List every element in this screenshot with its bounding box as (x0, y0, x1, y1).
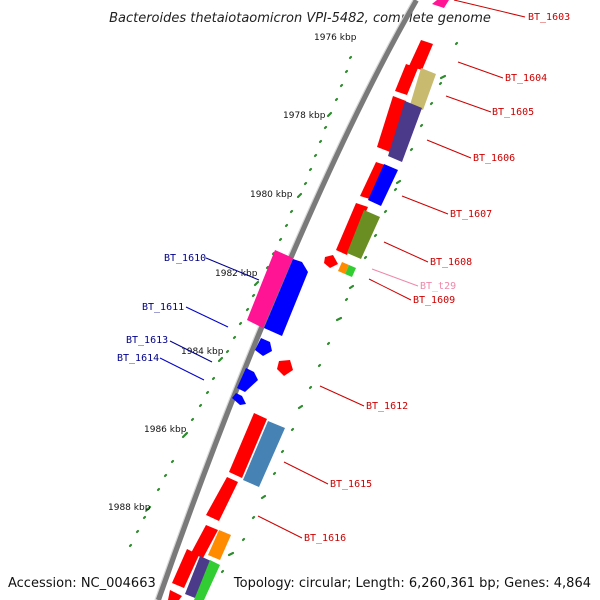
gene-arrow-small[interactable] (237, 368, 258, 392)
forward-strand-genes (168, 0, 449, 600)
map-title: Bacteroides thetaiotaomicron VPI-5482, c… (109, 11, 491, 26)
gene-arrow-small[interactable] (345, 265, 356, 277)
topology-text: Topology: circular; Length: 6,260,361 bp… (233, 576, 591, 591)
kbp-label: 1988 kbp (108, 503, 151, 513)
gene-arrow-small[interactable] (324, 255, 338, 268)
gene-label[interactable]: BT_1613 (126, 335, 168, 346)
kbp-label: 1984 kbp (181, 347, 224, 357)
kbp-labels: 1976 kbp 1978 kbp 1980 kbp 1982 kbp 1984… (108, 33, 357, 513)
kbp-label: 1978 kbp (283, 111, 326, 121)
gene-arrow[interactable] (336, 203, 368, 255)
kbp-label: 1986 kbp (144, 425, 187, 435)
gene-label[interactable]: BT_1610 (164, 253, 206, 264)
label-leader-lines (159, 0, 526, 539)
kbp-label: 1980 kbp (250, 190, 293, 200)
gene-label[interactable]: BT_1614 (117, 353, 159, 364)
gene-arrow-small[interactable] (277, 360, 293, 376)
gene-label[interactable]: BT_1612 (366, 401, 408, 412)
gene-labels: BT_1603 BT_1604 BT_1605 BT_1606 BT_1607 … (117, 12, 570, 544)
gene-label[interactable]: BT_1616 (304, 533, 346, 544)
gene-arrow[interactable] (432, 0, 449, 8)
gene-label[interactable]: BT_1605 (492, 107, 534, 118)
gene-label[interactable]: BT_t29 (420, 281, 456, 292)
gene-arrow[interactable] (395, 64, 418, 95)
gene-label[interactable]: BT_1607 (450, 209, 492, 220)
gene-label[interactable]: BT_1603 (528, 12, 570, 23)
gene-arrow-small[interactable] (232, 393, 246, 405)
coordinate-tick-track-outer (128, 55, 353, 548)
gene-arrow[interactable] (347, 210, 380, 259)
gene-arrow[interactable] (377, 96, 406, 152)
gene-arrow[interactable] (172, 549, 199, 588)
gene-arrow[interactable] (410, 68, 436, 110)
gene-arrow[interactable] (229, 413, 267, 478)
gene-arrow[interactable] (247, 250, 293, 328)
gene-arrow[interactable] (168, 590, 182, 600)
gene-label[interactable]: BT_1611 (142, 302, 184, 313)
gene-arrow[interactable] (368, 164, 398, 206)
gene-label[interactable]: BT_1606 (473, 153, 515, 164)
forward-strand-genes-row2 (185, 68, 436, 600)
gene-label[interactable]: BT_1604 (505, 73, 547, 84)
gene-arrow[interactable] (185, 556, 211, 598)
gene-label[interactable]: BT_1608 (430, 257, 472, 268)
gene-arrow-small[interactable] (255, 338, 272, 356)
coordinate-tick-track-inner (220, 41, 459, 574)
gene-arrow[interactable] (243, 421, 285, 487)
gene-arrow[interactable] (409, 40, 433, 70)
accession-text: Accession: NC_004663 (8, 576, 156, 591)
gene-arrow[interactable] (388, 101, 422, 162)
gene-arrow[interactable] (194, 560, 220, 600)
reverse-strand-genes (232, 250, 308, 405)
gene-arrow-small[interactable] (338, 262, 349, 274)
gene-label[interactable]: BT_1609 (413, 295, 455, 306)
gene-arrow[interactable] (264, 259, 308, 336)
kbp-label: 1976 kbp (314, 33, 357, 43)
gene-arrow[interactable] (191, 525, 218, 558)
gene-label[interactable]: BT_1615 (330, 479, 372, 490)
gene-arrow[interactable] (206, 477, 238, 521)
kbp-label: 1982 kbp (215, 269, 258, 279)
gene-arrow[interactable] (208, 530, 231, 560)
